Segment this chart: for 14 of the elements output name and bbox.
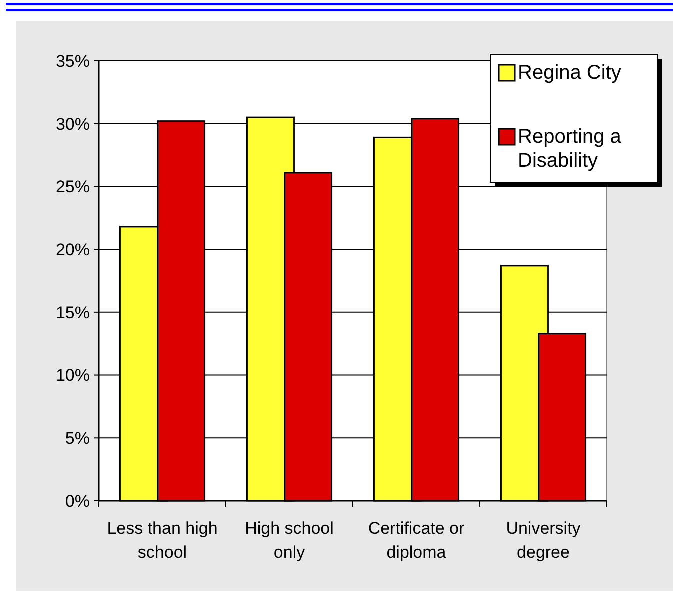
y-tick-label: 35% [56, 52, 90, 71]
y-tick-label: 0% [65, 492, 90, 511]
x-tick-label: Less than high school [107, 519, 218, 562]
x-tick-label: High school only [245, 519, 334, 562]
y-tick-label: 25% [56, 178, 90, 197]
x-tick-label: Certificate or diploma [368, 519, 466, 562]
y-tick-label: 20% [56, 240, 90, 260]
legend-label: Regina City [518, 62, 622, 84]
legend-label: Reporting a Disability [518, 126, 622, 172]
y-tick-label: 5% [65, 429, 90, 448]
x-tick-label: University degree [506, 519, 582, 562]
y-tick-label: 15% [56, 303, 90, 322]
y-tick-label: 10% [56, 366, 90, 386]
y-tick-label: 30% [56, 114, 90, 134]
